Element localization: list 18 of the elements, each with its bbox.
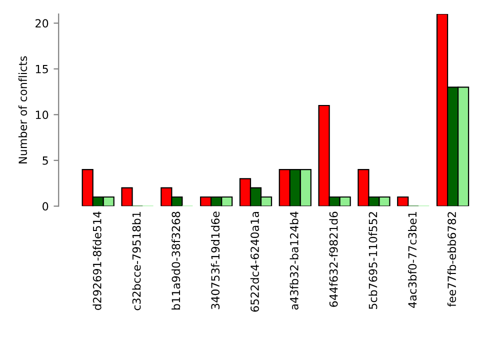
y-tick-label: 5	[42, 156, 48, 165]
bar	[397, 196, 409, 206]
x-tick-label: a43fb32-ba124b4	[290, 212, 298, 310]
x-tick-label: 6522dc4-6240a1a	[250, 212, 259, 312]
x-tick-label: 4ac3bf0-77c3be1	[408, 212, 417, 308]
y-tick-label: 0	[42, 202, 48, 211]
x-tick-label: d292691-8fde514	[92, 212, 102, 310]
x-tick-label: 340753f-19d1d6e	[210, 212, 220, 310]
x-tick-label: b11a9d0-38f3268	[172, 212, 180, 310]
x-tick-label: 644f632-f9821d6	[329, 212, 338, 307]
y-tick-label: 15	[36, 65, 48, 74]
y-axis-title: Number of conflicts	[18, 56, 28, 164]
bar	[121, 187, 133, 206]
x-tick-label: c32bcce-79518b1	[132, 212, 141, 310]
x-tick-label: 5cb7695-110f552	[368, 212, 378, 309]
y-tick-label: 10	[36, 110, 48, 120]
x-tick-label: fee77fb-ebb6782	[447, 212, 456, 307]
y-tick-label: 20	[36, 19, 48, 28]
